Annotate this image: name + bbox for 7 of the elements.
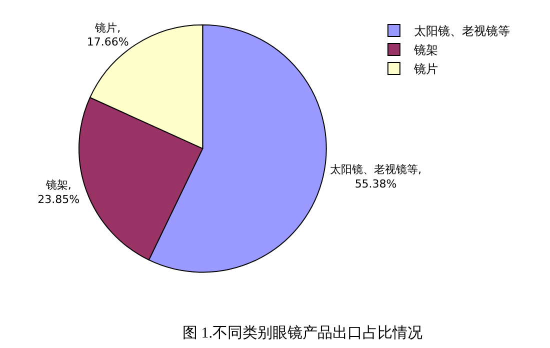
data-label: 镜片, 17.66% [86, 21, 129, 49]
legend-label: 太阳镜、老视镜等 [414, 24, 510, 38]
text: 图 1.不同类别眼镜产品出口占比情况 [182, 324, 422, 342]
data-label: 镜架, 23.85% [38, 178, 80, 206]
legend-label: 镜架 [412, 43, 438, 58]
legend-label: 镜片 [412, 62, 438, 76]
data-label: 太阳镜、老视镜等, 55.38% [330, 163, 422, 190]
